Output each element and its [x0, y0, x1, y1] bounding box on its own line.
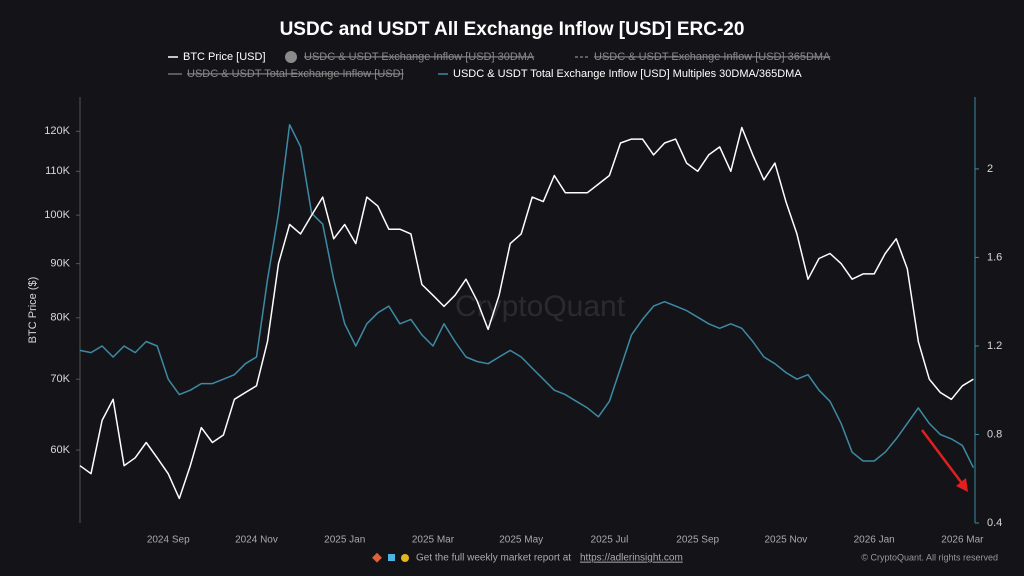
y-tick-label: 120K [44, 125, 70, 137]
y2-tick-label: 0.8 [987, 428, 1002, 440]
y-tick-label: 60K [50, 444, 70, 456]
y2-tick-label: 1.2 [987, 340, 1002, 352]
y-tick-label: 70K [50, 373, 70, 385]
copyright: © CryptoQuant. All rights reserved [861, 552, 998, 562]
legend-label: USDC & USDT Total Exchange Inflow [USD] [187, 68, 404, 80]
footer-text: Get the full weekly market report at [416, 553, 571, 564]
y-tick-label: 90K [50, 258, 70, 270]
x-tick-label: 2024 Nov [235, 535, 278, 546]
y2-tick-label: 1.6 [987, 251, 1002, 263]
x-tick-label: 2025 Jul [591, 535, 629, 546]
y-axis-label: BTC Price ($) [27, 277, 39, 344]
y-tick-label: 100K [44, 209, 70, 221]
x-tick-label: 2026 Mar [941, 535, 984, 546]
y2-tick-label: 0.4 [987, 517, 1002, 529]
legend-swatch [285, 51, 297, 63]
annotation-arrow [921, 429, 965, 487]
annotation-arrowhead [956, 478, 968, 492]
x-tick-label: 2025 Jan [324, 535, 365, 546]
footer-icon [388, 554, 395, 561]
footer-icon [401, 554, 409, 562]
legend-label: USDC & USDT Exchange Inflow [USD] 365DMA [594, 51, 831, 63]
chart-title: USDC and USDT All Exchange Inflow [USD] … [280, 19, 745, 40]
series-line [79, 123, 975, 469]
legend-label: BTC Price [USD] [183, 51, 266, 63]
x-tick-label: 2025 Sep [676, 535, 719, 546]
x-tick-label: 2025 May [499, 535, 543, 546]
y2-tick-label: 2 [987, 163, 993, 175]
x-tick-label: 2026 Jan [854, 535, 895, 546]
footer-link[interactable]: https://adlerinsight.com [580, 553, 683, 564]
x-tick-label: 2025 Mar [412, 535, 455, 546]
y-tick-label: 110K [45, 165, 71, 177]
y-tick-label: 80K [50, 312, 70, 324]
x-tick-label: 2024 Sep [147, 535, 190, 546]
watermark: CryptoQuant [455, 290, 626, 323]
x-tick-label: 2025 Nov [765, 535, 808, 546]
legend-label: USDC & USDT Exchange Inflow [USD] 30DMA [304, 51, 535, 63]
series-line [79, 126, 974, 500]
legend-label: USDC & USDT Total Exchange Inflow [USD] … [453, 68, 802, 80]
